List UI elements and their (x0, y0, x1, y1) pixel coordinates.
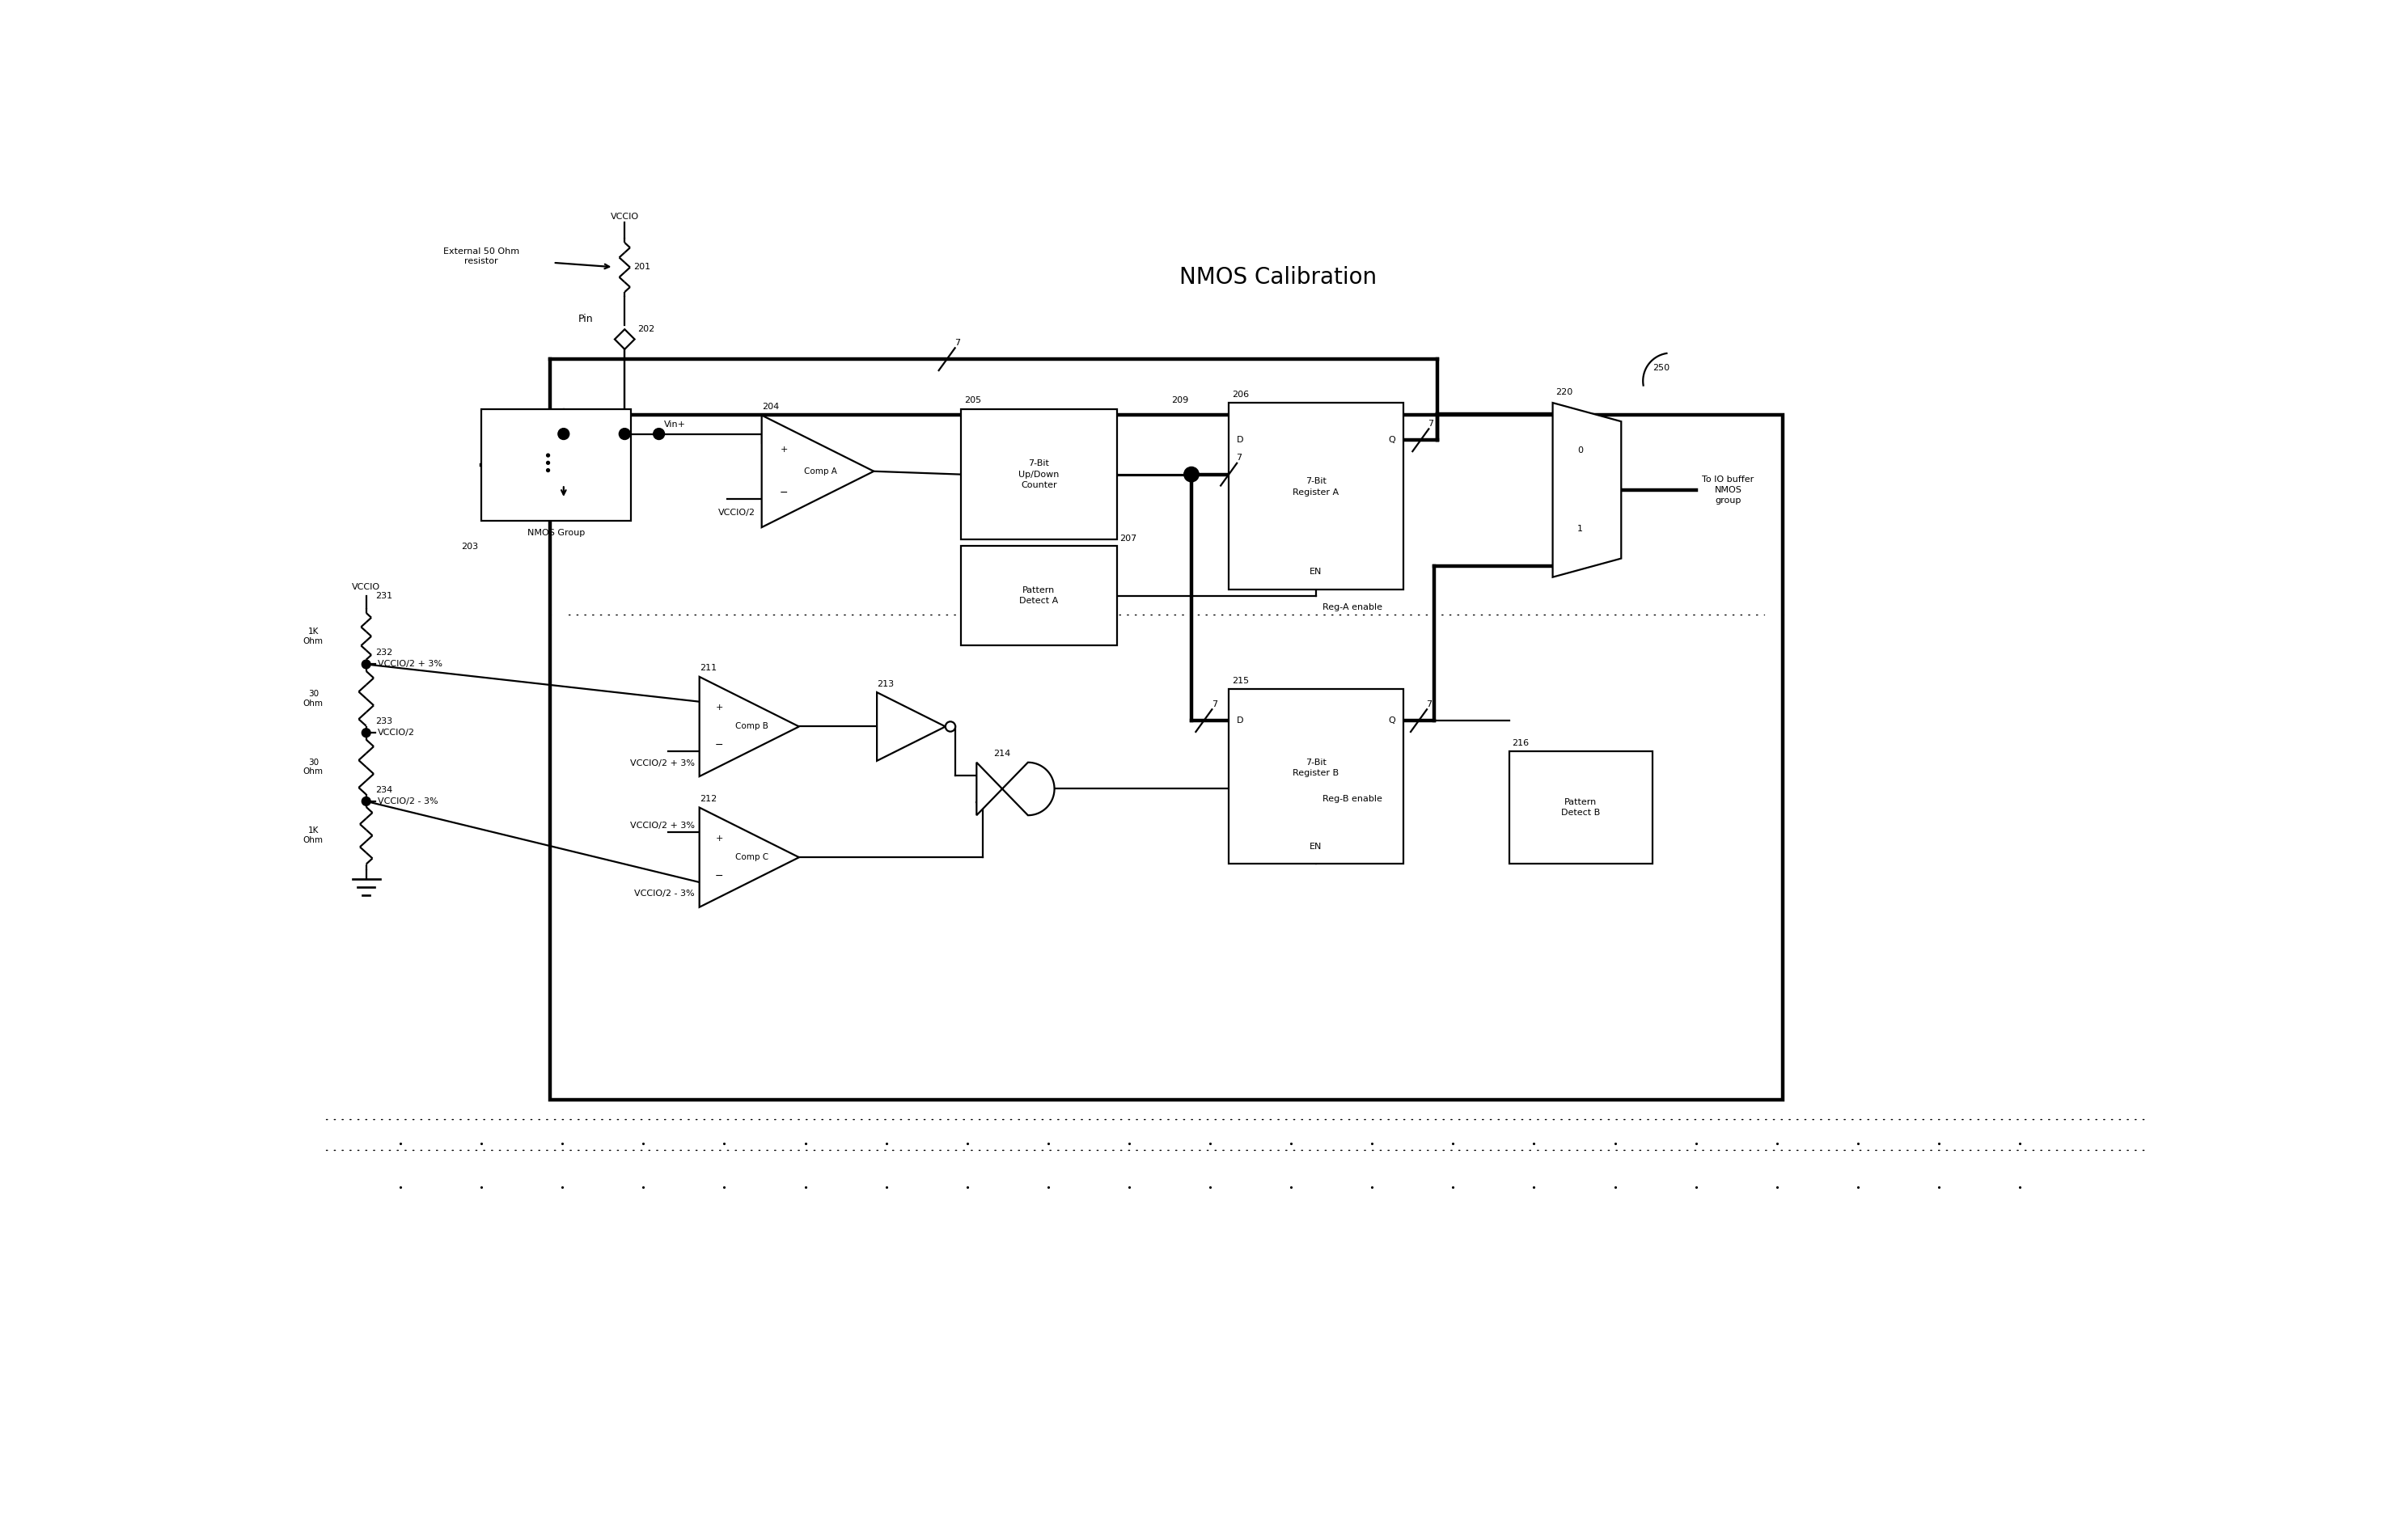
Text: 201: 201 (633, 263, 650, 271)
Text: NMOS Calibration: NMOS Calibration (1180, 266, 1377, 289)
Text: D: D (1235, 436, 1243, 444)
Text: +: + (715, 834, 722, 843)
Text: NMOS Group: NMOS Group (527, 528, 585, 537)
Text: 7-Bit
Register B: 7-Bit Register B (1293, 759, 1339, 777)
Text: 215: 215 (1233, 676, 1250, 685)
Text: Comp B: Comp B (734, 722, 768, 731)
Text: Comp C: Comp C (734, 854, 768, 861)
Text: Vin+: Vin+ (665, 421, 686, 428)
Bar (1228, 402, 1404, 589)
Text: EN: EN (1310, 843, 1322, 851)
Text: 7-Bit
Up/Down
Counter: 7-Bit Up/Down Counter (1019, 459, 1060, 490)
Text: Q: Q (1389, 716, 1397, 725)
Text: 209: 209 (1170, 396, 1187, 404)
Text: Reg-B enable: Reg-B enable (1322, 796, 1382, 803)
Text: VCCIO: VCCIO (352, 583, 380, 591)
Text: 30
Ohm: 30 Ohm (303, 690, 323, 707)
Circle shape (619, 428, 631, 439)
Text: 250: 250 (1652, 364, 1669, 372)
Text: +: + (715, 704, 722, 711)
Text: VCCIO/2 + 3%: VCCIO/2 + 3% (378, 661, 443, 669)
Circle shape (547, 454, 549, 457)
Polygon shape (698, 808, 799, 907)
Text: 213: 213 (877, 679, 893, 688)
Text: 7: 7 (954, 338, 961, 347)
Circle shape (361, 659, 371, 669)
Text: Q: Q (1389, 436, 1397, 444)
Text: 202: 202 (638, 326, 655, 334)
Text: 7: 7 (1235, 454, 1243, 462)
Text: 7: 7 (1428, 419, 1433, 428)
Text: To IO buffer
NMOS
group: To IO buffer NMOS group (1702, 476, 1753, 505)
Text: D: D (1235, 716, 1243, 725)
Text: Pattern
Detect B: Pattern Detect B (1560, 799, 1601, 817)
Text: VCCIO/2 + 3%: VCCIO/2 + 3% (631, 822, 694, 829)
Text: 212: 212 (698, 796, 718, 803)
Polygon shape (978, 762, 1055, 815)
Text: VCCIO/2 + 3%: VCCIO/2 + 3% (631, 759, 694, 767)
Text: 7: 7 (1211, 701, 1216, 708)
Text: Pin: Pin (578, 314, 592, 324)
Text: 211: 211 (698, 664, 718, 672)
Polygon shape (877, 693, 946, 760)
Text: +: + (780, 445, 787, 454)
Text: 233: 233 (376, 718, 393, 725)
Bar (961, 546, 1117, 646)
Text: Comp A: Comp A (804, 467, 838, 476)
Text: −: − (780, 488, 787, 497)
Circle shape (547, 461, 549, 465)
Text: External 50 Ohm
resistor: External 50 Ohm resistor (443, 248, 520, 265)
Circle shape (1185, 467, 1199, 482)
Text: 234: 234 (376, 786, 393, 794)
Text: VCCIO/2: VCCIO/2 (718, 508, 756, 517)
Circle shape (361, 728, 371, 737)
Text: 231: 231 (376, 592, 393, 600)
Text: VCCIO/2: VCCIO/2 (378, 728, 414, 737)
Text: −: − (715, 871, 722, 881)
Text: 1: 1 (1577, 525, 1582, 534)
Circle shape (559, 428, 568, 439)
Text: VCCIO/2 - 3%: VCCIO/2 - 3% (378, 797, 438, 805)
Text: 30
Ohm: 30 Ohm (303, 759, 323, 776)
Text: VCCIO: VCCIO (612, 213, 638, 220)
Polygon shape (761, 415, 874, 528)
Bar (1228, 688, 1404, 863)
Text: Reg-A enable: Reg-A enable (1322, 603, 1382, 612)
Text: 220: 220 (1556, 389, 1572, 396)
Text: −: − (715, 741, 722, 751)
Text: 1K
Ohm: 1K Ohm (303, 826, 323, 845)
Bar (1510, 751, 1652, 863)
Bar (961, 409, 1117, 540)
Text: 203: 203 (462, 543, 479, 551)
Text: 206: 206 (1233, 390, 1250, 398)
Text: 214: 214 (995, 750, 1011, 757)
Bar (549, 415, 1782, 1100)
Text: 7: 7 (1426, 701, 1433, 708)
Text: EN: EN (1310, 568, 1322, 575)
Text: 0: 0 (1577, 447, 1582, 454)
Polygon shape (698, 676, 799, 776)
Circle shape (653, 428, 665, 439)
Text: VCCIO/2 - 3%: VCCIO/2 - 3% (633, 890, 694, 898)
Text: 232: 232 (376, 649, 393, 656)
Bar (482, 409, 631, 522)
Text: 204: 204 (761, 402, 778, 412)
Circle shape (547, 468, 549, 471)
Text: 207: 207 (1120, 536, 1137, 543)
Polygon shape (614, 329, 636, 349)
Text: Pattern
Detect A: Pattern Detect A (1019, 586, 1060, 606)
Text: 216: 216 (1512, 739, 1529, 747)
Circle shape (946, 722, 956, 731)
Text: 205: 205 (963, 396, 980, 404)
Text: 1K
Ohm: 1K Ohm (303, 627, 323, 646)
Polygon shape (1553, 402, 1621, 577)
Circle shape (361, 797, 371, 806)
Text: 7-Bit
Register A: 7-Bit Register A (1293, 477, 1339, 496)
